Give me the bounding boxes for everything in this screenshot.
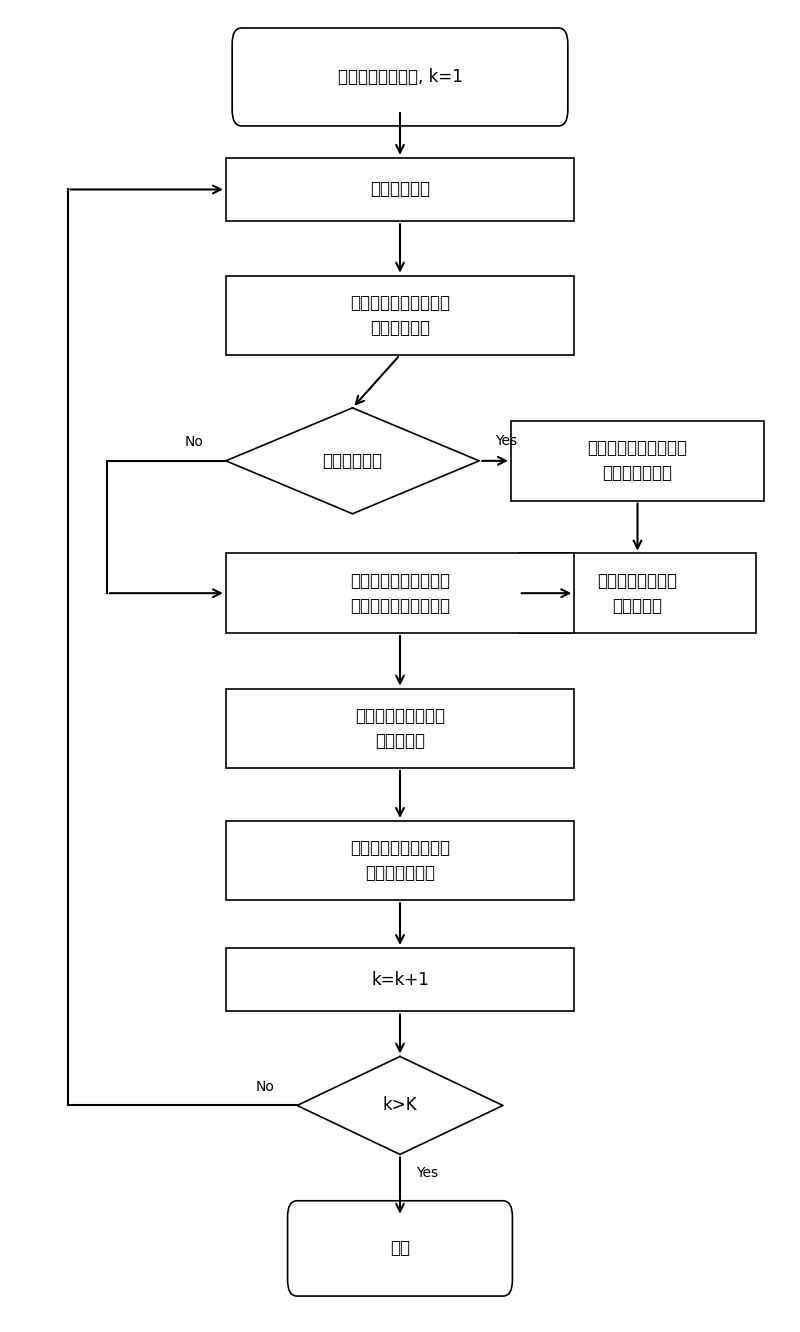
- FancyBboxPatch shape: [232, 28, 568, 127]
- Bar: [511, 421, 764, 501]
- Text: 是否达到稳态: 是否达到稳态: [322, 452, 382, 470]
- Text: No: No: [185, 436, 204, 449]
- Polygon shape: [226, 408, 479, 514]
- Text: 根据更新后的再生阀门
模型计算催化剂循环量: 根据更新后的再生阀门 模型计算催化剂循环量: [350, 571, 450, 614]
- Text: k=k+1: k=k+1: [371, 971, 429, 988]
- Bar: [518, 554, 756, 633]
- Bar: [226, 948, 574, 1011]
- Bar: [226, 276, 574, 354]
- Text: 根据再生热平衡公式计
算催化剂循环量: 根据再生热平衡公式计 算催化剂循环量: [587, 440, 687, 482]
- Text: k>K: k>K: [382, 1096, 418, 1115]
- Text: 更新再生阀门模型
多项式系数: 更新再生阀门模型 多项式系数: [598, 571, 678, 614]
- FancyBboxPatch shape: [287, 1200, 513, 1296]
- Text: 终止: 终止: [390, 1239, 410, 1257]
- Polygon shape: [297, 1056, 503, 1155]
- Bar: [226, 157, 574, 221]
- Bar: [226, 554, 574, 633]
- Text: 提升管反应深度自适应
非线性预测控制: 提升管反应深度自适应 非线性预测控制: [350, 839, 450, 882]
- Text: Yes: Yes: [495, 434, 517, 448]
- Text: 采集过程数据: 采集过程数据: [370, 180, 430, 198]
- Text: No: No: [256, 1080, 275, 1094]
- Text: Yes: Yes: [416, 1166, 438, 1180]
- Text: 控制计算机初始化, k=1: 控制计算机初始化, k=1: [338, 68, 462, 87]
- Bar: [226, 689, 574, 769]
- Text: 根据再生阀门模型计算
催化剂循环量: 根据再生阀门模型计算 催化剂循环量: [350, 294, 450, 337]
- Bar: [226, 821, 574, 900]
- Text: 根据提升管模型方程
计算反应热: 根据提升管模型方程 计算反应热: [355, 707, 445, 750]
